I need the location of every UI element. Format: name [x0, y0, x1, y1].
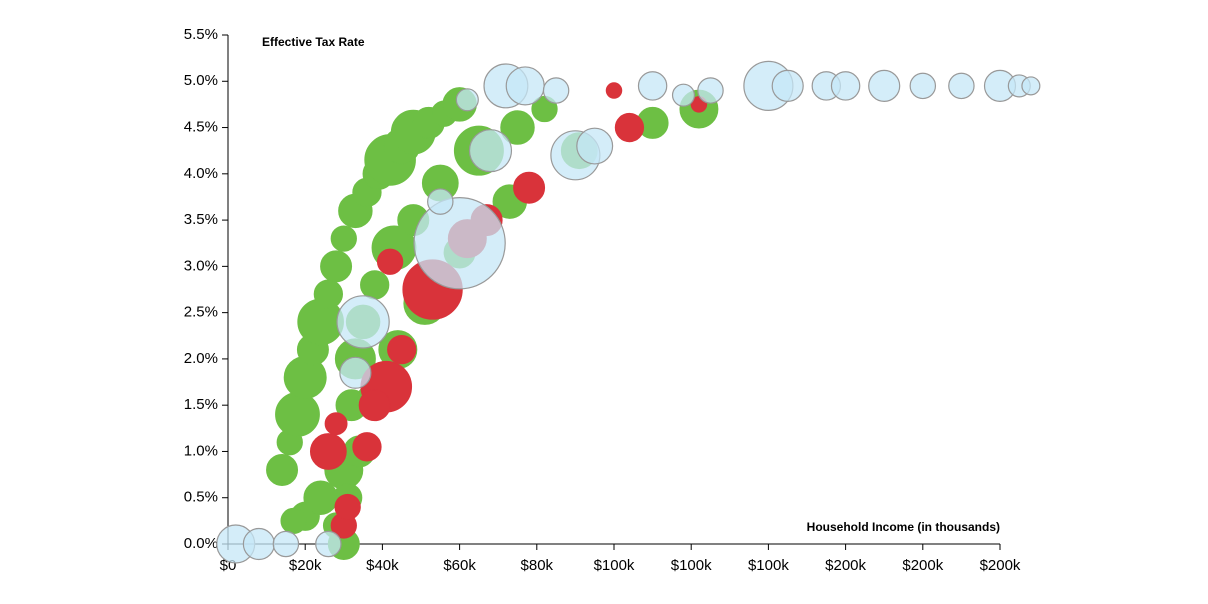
y-tick-label: 2.0%	[184, 350, 218, 367]
y-tick-label: 3.5%	[184, 211, 218, 228]
bubble	[1021, 76, 1041, 96]
bubble	[242, 527, 275, 561]
bubble	[909, 72, 937, 100]
x-tick-label: $200k	[980, 557, 1021, 574]
y-tick-label: 5.5%	[184, 26, 218, 43]
y-tick-label: 2.5%	[184, 304, 218, 321]
y-tick-label: 3.0%	[184, 257, 218, 274]
x-tick-label: $20k	[289, 557, 322, 574]
x-tick-label: $80k	[521, 557, 554, 574]
bubble	[576, 127, 614, 165]
bubble	[336, 295, 390, 349]
bubble	[468, 129, 513, 173]
bubble	[320, 250, 353, 283]
bubble	[413, 197, 506, 290]
x-tick-label: $60k	[443, 557, 476, 574]
bubble	[309, 433, 347, 470]
bubble	[376, 248, 404, 275]
bubble	[637, 71, 668, 101]
bubble	[339, 356, 372, 389]
bubble	[513, 171, 546, 204]
bubble	[868, 69, 901, 102]
bubble	[455, 88, 479, 112]
x-axis-title: Household Income (in thousands)	[807, 520, 1000, 534]
y-tick-label: 4.5%	[184, 119, 218, 136]
bubble	[614, 112, 645, 143]
y-tick-label: 4.0%	[184, 165, 218, 182]
bubble	[272, 530, 300, 558]
bubble	[500, 110, 535, 145]
bubble	[771, 69, 804, 102]
bubble	[427, 188, 454, 215]
x-tick-label: $100k	[748, 557, 789, 574]
y-tick-label: 0.0%	[184, 535, 218, 552]
bubble	[358, 389, 391, 422]
bubble	[697, 77, 724, 104]
x-tick-label: $100k	[594, 557, 635, 574]
bubble	[313, 279, 344, 309]
y-tick-label: 0.5%	[184, 489, 218, 506]
y-tick-label: 1.0%	[184, 442, 218, 459]
bubble	[948, 72, 975, 100]
bubble	[303, 480, 338, 515]
bubble	[505, 66, 545, 106]
x-tick-label: $100k	[671, 557, 712, 574]
bubble	[334, 493, 361, 521]
bubble	[324, 412, 348, 436]
y-tick-label: 5.0%	[184, 72, 218, 89]
bubble	[315, 530, 342, 558]
y-tick-label: 1.5%	[184, 396, 218, 413]
bubble	[280, 507, 307, 535]
bubble	[360, 270, 390, 300]
bubble	[266, 453, 299, 486]
bubble	[352, 432, 382, 462]
bubble	[671, 83, 696, 107]
x-tick-label: $200k	[825, 557, 866, 574]
bubble	[542, 77, 570, 104]
x-tick-label: $200k	[902, 557, 943, 574]
bubble	[330, 225, 357, 252]
bubble	[830, 71, 861, 101]
x-tick-label: $40k	[366, 557, 399, 574]
bubble	[605, 82, 623, 99]
bubble	[387, 335, 417, 365]
bubble	[275, 392, 320, 437]
y-axis-title: Effective Tax Rate	[262, 35, 365, 49]
